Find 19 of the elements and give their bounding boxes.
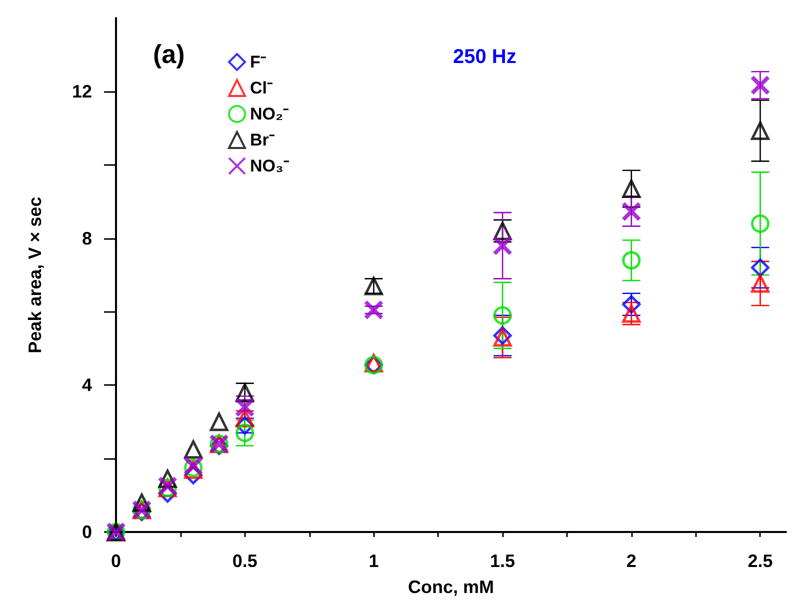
legend-label: NO₃⁻ — [250, 156, 290, 176]
legend-label: Br⁻ — [250, 130, 275, 150]
legend-label: Cl⁻ — [250, 78, 273, 98]
text: (a) — [153, 39, 185, 69]
x-axis-title: Conc, mM — [408, 577, 494, 597]
y-tick-label: 4 — [82, 375, 92, 396]
x-tick-label: 0 — [110, 551, 122, 571]
legend-label: NO₂⁻ — [250, 104, 290, 124]
legend-label: F⁻ — [250, 52, 266, 72]
y-tick-label: 12 — [72, 81, 92, 102]
x-tick-label: 1.5 — [490, 551, 516, 571]
x-tick-label: 2.5 — [748, 551, 773, 571]
y-tick-label: 0 — [82, 522, 92, 542]
x-tick-label: 0.5 — [232, 551, 258, 571]
x-tick-label: 2 — [626, 551, 636, 571]
y-tick-label: 8 — [82, 228, 92, 248]
y-axis-title: Peak area, V × sec — [25, 196, 45, 354]
annotation: 250 Hz — [453, 46, 516, 68]
x-tick-label: 1 — [368, 551, 379, 571]
